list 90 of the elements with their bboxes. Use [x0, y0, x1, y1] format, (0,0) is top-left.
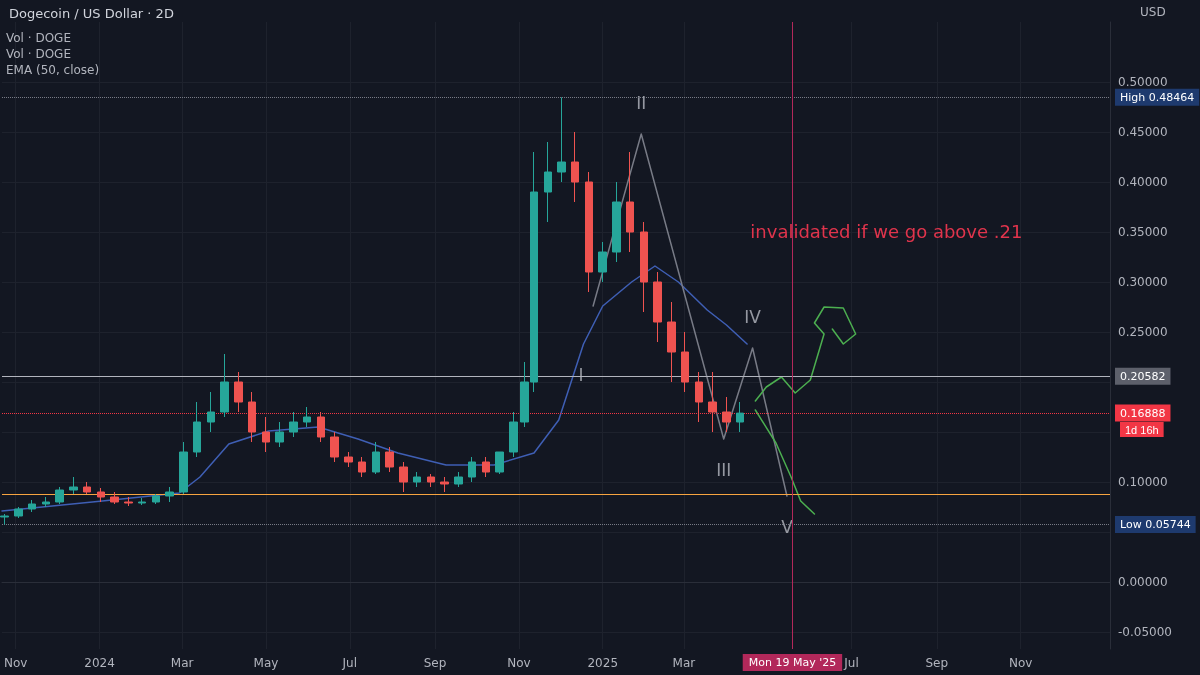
candlestick: [585, 171, 593, 293]
x-tick-label: 2025: [587, 656, 619, 670]
candlestick: [165, 486, 174, 503]
candlestick: [557, 96, 566, 183]
candlestick: [248, 391, 256, 443]
candlestick: [509, 411, 518, 458]
candlestick: [626, 151, 634, 253]
annotation: III: [716, 459, 732, 480]
candlestick: [42, 496, 50, 508]
candlestick: [138, 497, 146, 506]
annotation: Vol · DOGE: [6, 47, 71, 61]
candlestick: [653, 271, 662, 343]
candlestick: [482, 456, 490, 478]
ref-line-label: 0.16888: [1120, 406, 1166, 420]
annotation: EMA (50, close): [6, 63, 100, 77]
x-tick-label: Jul: [341, 656, 358, 670]
candlestick: [193, 401, 201, 458]
x-tick-label: Nov: [1008, 656, 1033, 670]
annotation: IV: [744, 306, 762, 327]
candlestick: [55, 486, 64, 505]
candlestick: [207, 391, 215, 433]
ref-line-label: Low 0.05744: [1120, 518, 1191, 532]
candlestick: [708, 371, 717, 433]
candlestick: [69, 476, 78, 495]
candlestick: [571, 131, 579, 203]
candlestick: [303, 406, 311, 428]
candlestick: [220, 353, 229, 418]
x-tick-label: Nov: [507, 656, 531, 670]
candlestick: [179, 441, 188, 495]
y-tick-label: 0.40000: [1118, 175, 1168, 189]
candlestick: [495, 451, 504, 475]
annotation: II: [636, 92, 647, 113]
x-tick-label: Sep: [925, 656, 949, 670]
x-tick-label: Sep: [423, 656, 447, 670]
candlestick: [385, 446, 394, 473]
candlestick: [440, 476, 449, 493]
x-tick-label: Mar: [672, 656, 696, 670]
ref-line-label: 0.20582: [1120, 369, 1166, 383]
candlestick: [124, 496, 133, 507]
candlestick: [544, 141, 552, 223]
candlestick: [0, 513, 9, 526]
line-series: [1, 265, 748, 512]
candlestick: [736, 401, 744, 433]
y-tick-label: 0.45000: [1118, 125, 1168, 139]
candlestick: [275, 421, 284, 448]
candlestick: [289, 411, 298, 438]
candlestick: [97, 487, 105, 503]
candlestick: [358, 456, 366, 478]
y-tick-label: 0.25000: [1118, 325, 1168, 339]
candlestick: [454, 471, 463, 488]
x-tick-label: Jul: [843, 656, 859, 670]
line-series: [754, 409, 816, 515]
candlestick: [262, 416, 270, 453]
y-tick-label: -0.05000: [1118, 625, 1172, 639]
candlestick: [667, 301, 676, 383]
candlestick: [234, 371, 243, 413]
candlestick: [468, 456, 476, 483]
candlestick: [722, 396, 731, 433]
x-tick-label: Mar: [170, 656, 194, 670]
y-tick-label: 0.10000: [1118, 475, 1168, 489]
ref-line-label: Mon 19 May '25: [748, 656, 837, 669]
candlestick: [681, 331, 689, 393]
annotation: Vol · DOGE: [6, 31, 71, 45]
candlestick: [330, 431, 339, 463]
candlestick: [83, 481, 91, 495]
candlestick: [427, 473, 435, 488]
ref-line-label: High 0.48464: [1120, 90, 1195, 104]
candlestick: [372, 441, 380, 475]
y-axis-title: USD: [1140, 5, 1166, 19]
x-tick-label: May: [253, 656, 279, 670]
text: 1d 16h: [1125, 423, 1159, 436]
candlestick: [413, 471, 421, 488]
candlestick: [612, 181, 621, 263]
candlestick: [695, 371, 703, 423]
candlestick: [28, 499, 36, 513]
chart-title: Dogecoin / US Dollar · 2D: [9, 6, 174, 21]
x-tick-label: 2024: [84, 656, 115, 670]
y-tick-label: 0.00000: [1118, 575, 1168, 589]
candlestick: [640, 221, 648, 313]
candlestick: [344, 451, 353, 468]
y-tick-label: 0.30000: [1118, 275, 1168, 289]
candlestick: [317, 411, 325, 443]
y-tick-label: 0.35000: [1118, 225, 1168, 239]
candlestick: [399, 461, 408, 493]
x-tick-label: Nov: [4, 656, 28, 670]
candlestick: [110, 491, 119, 505]
y-tick-label: 0.50000: [1118, 75, 1168, 89]
candlestick: [14, 506, 23, 519]
candlestick: [598, 241, 607, 283]
candlestick: [152, 493, 160, 505]
